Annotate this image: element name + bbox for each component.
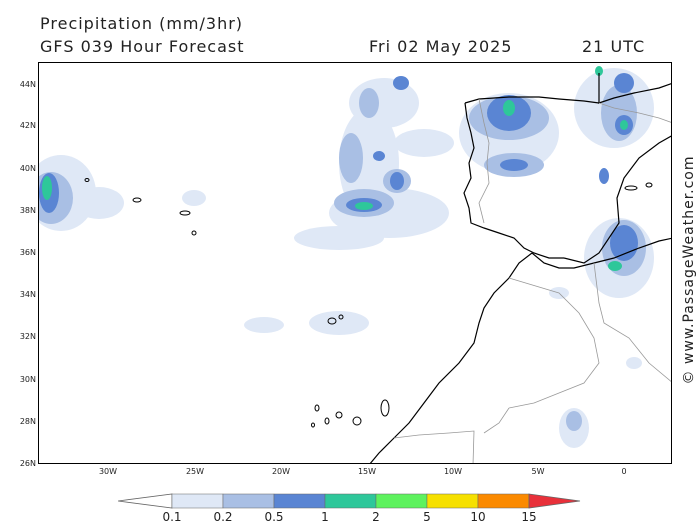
lon-label-20w: 20W <box>271 467 291 476</box>
lat-label-42n: 42N <box>19 121 36 130</box>
legend-label-0-1: 0.1 <box>162 510 182 524</box>
legend-label-1: 1 <box>321 510 329 524</box>
map-title: Precipitation (mm/3hr) <box>40 14 244 33</box>
legend-arrow-low <box>118 493 173 509</box>
legend-swatch-5 <box>375 493 428 509</box>
legend-label-0-2: 0.2 <box>213 510 233 524</box>
forecast-label: GFS 039 Hour Forecast <box>40 37 245 56</box>
legend-label-2: 2 <box>372 510 380 524</box>
lon-label-0: 0 <box>621 467 627 476</box>
legend-swatch-7 <box>477 493 530 509</box>
legend-label-0-5: 0.5 <box>264 510 284 524</box>
lon-label-15w: 15W <box>357 467 377 476</box>
lat-label-40n: 40N <box>19 164 36 173</box>
legend-label-5: 5 <box>423 510 431 524</box>
precipitation-legend <box>118 493 581 509</box>
legend-label-10: 10 <box>470 510 486 524</box>
lon-label-25w: 25W <box>185 467 205 476</box>
forecast-time: 21 UTC <box>582 37 646 56</box>
lat-label-44n: 44N <box>19 80 36 89</box>
lon-label-5w: 5W <box>531 467 545 476</box>
country-borders <box>393 98 671 463</box>
map-canvas <box>39 66 671 463</box>
islands <box>84 178 653 428</box>
lat-label-36n: 36N <box>19 248 36 257</box>
lat-label-28n: 28N <box>19 417 36 426</box>
legend-swatch-1 <box>171 493 224 509</box>
legend-swatch-4 <box>324 493 377 509</box>
lat-label-30n: 30N <box>19 375 36 384</box>
lat-label-26n: 26N <box>19 459 36 468</box>
lat-label-32n: 32N <box>19 332 36 341</box>
lat-label-34n: 34N <box>19 290 36 299</box>
forecast-date: Fri 02 May 2025 <box>369 37 513 56</box>
precipitation-heavy <box>39 73 638 261</box>
credit-text: © www.PassageWeather.com <box>681 155 697 385</box>
legend-swatch-3 <box>273 493 326 509</box>
precipitation-map[interactable] <box>38 62 672 464</box>
lat-label-38n: 38N <box>19 206 36 215</box>
lon-label-10w: 10W <box>443 467 463 476</box>
lon-label-30w: 30W <box>98 467 118 476</box>
legend-arrow-high <box>528 493 581 509</box>
legend-swatch-2 <box>222 493 275 509</box>
precipitation-intense <box>42 66 628 271</box>
legend-label-15: 15 <box>521 510 537 524</box>
legend-swatch-6 <box>426 493 479 509</box>
